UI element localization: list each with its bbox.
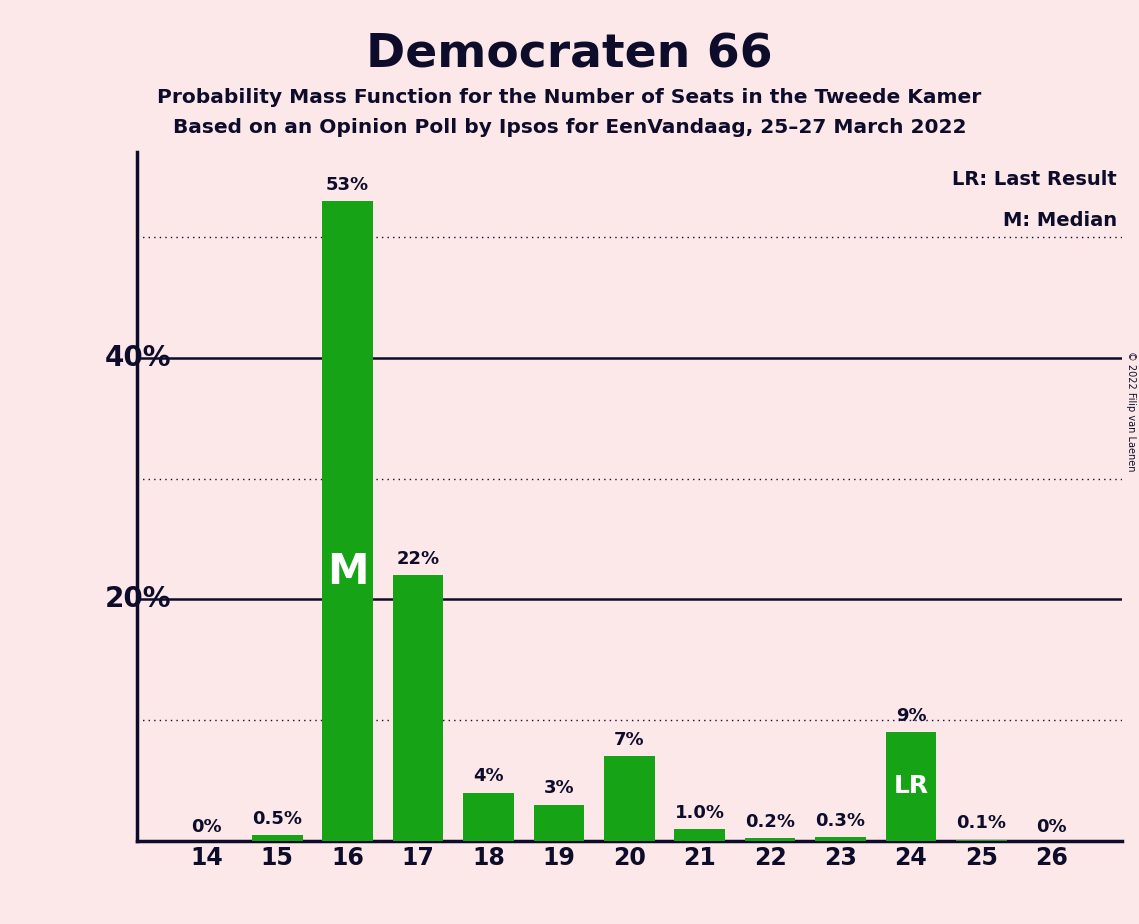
Text: 0.5%: 0.5%	[252, 809, 302, 828]
Text: 0%: 0%	[1036, 818, 1067, 836]
Text: M: M	[327, 551, 368, 593]
Text: 1.0%: 1.0%	[674, 804, 724, 821]
Text: 0.1%: 0.1%	[957, 814, 1007, 833]
Text: 3%: 3%	[543, 779, 574, 797]
Bar	[604, 757, 655, 841]
Bar	[816, 837, 866, 841]
Text: 9%: 9%	[895, 707, 926, 725]
Bar	[533, 805, 584, 841]
Text: LR: Last Result: LR: Last Result	[952, 170, 1117, 188]
Bar	[886, 732, 936, 841]
Text: M: Median: M: Median	[1002, 211, 1117, 230]
Text: 20%: 20%	[105, 585, 172, 614]
Text: 0.2%: 0.2%	[745, 813, 795, 832]
Bar	[956, 840, 1007, 841]
Bar	[322, 201, 372, 841]
Text: 22%: 22%	[396, 550, 440, 568]
Text: 0%: 0%	[191, 818, 222, 836]
Text: 7%: 7%	[614, 731, 645, 749]
Text: LR: LR	[893, 774, 928, 798]
Text: 53%: 53%	[326, 176, 369, 193]
Text: 4%: 4%	[473, 767, 503, 785]
Bar	[674, 829, 726, 841]
Text: Democraten 66: Democraten 66	[366, 32, 773, 78]
Bar	[464, 793, 514, 841]
Text: © 2022 Filip van Laenen: © 2022 Filip van Laenen	[1126, 351, 1136, 471]
Text: Probability Mass Function for the Number of Seats in the Tweede Kamer: Probability Mass Function for the Number…	[157, 88, 982, 107]
Bar	[393, 575, 443, 841]
Text: Based on an Opinion Poll by Ipsos for EenVandaag, 25–27 March 2022: Based on an Opinion Poll by Ipsos for Ee…	[173, 118, 966, 138]
Bar	[745, 838, 795, 841]
Text: 0.3%: 0.3%	[816, 812, 866, 830]
Bar	[252, 834, 303, 841]
Text: 40%: 40%	[105, 344, 172, 371]
